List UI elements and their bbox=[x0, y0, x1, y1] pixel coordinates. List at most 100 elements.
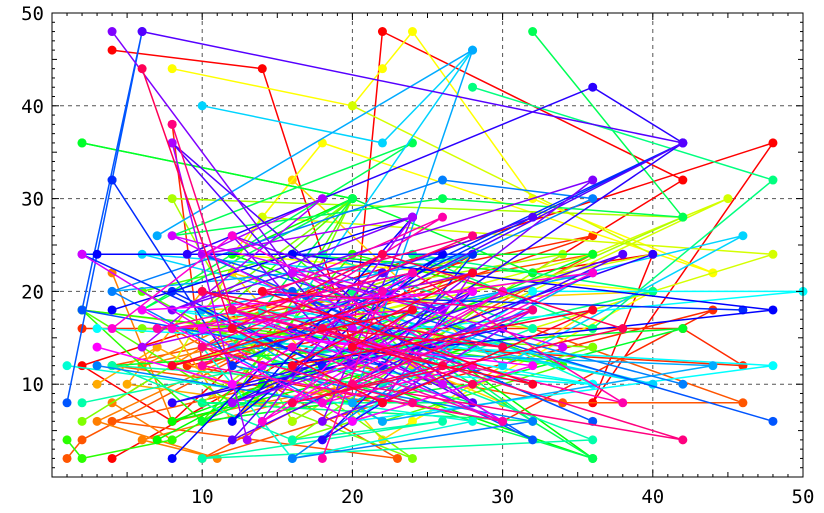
data-point bbox=[528, 212, 538, 222]
data-point bbox=[588, 305, 598, 315]
data-point bbox=[107, 286, 117, 296]
data-point bbox=[287, 361, 297, 371]
data-point bbox=[468, 231, 478, 241]
x-tick-label: 50 bbox=[792, 486, 815, 508]
data-point bbox=[182, 249, 192, 259]
data-point bbox=[377, 286, 387, 296]
data-point bbox=[107, 175, 117, 185]
data-point bbox=[407, 398, 417, 408]
x-tick-label: 20 bbox=[341, 486, 364, 508]
data-point bbox=[167, 138, 177, 148]
data-point bbox=[152, 324, 162, 334]
data-point bbox=[92, 379, 102, 389]
series-layer bbox=[62, 27, 808, 463]
data-point bbox=[377, 27, 387, 37]
data-point bbox=[287, 268, 297, 278]
data-point bbox=[107, 45, 117, 55]
data-point bbox=[588, 194, 598, 204]
data-point bbox=[137, 435, 147, 445]
data-point bbox=[287, 453, 297, 463]
data-point bbox=[438, 416, 448, 426]
data-point bbox=[227, 416, 237, 426]
data-point bbox=[287, 398, 297, 408]
data-point bbox=[528, 324, 538, 334]
data-point bbox=[588, 416, 598, 426]
data-point bbox=[317, 194, 327, 204]
y-tick-label: 10 bbox=[21, 374, 44, 396]
data-point bbox=[438, 379, 448, 389]
data-point bbox=[768, 138, 778, 148]
series-line bbox=[171, 272, 594, 404]
data-point bbox=[92, 324, 102, 334]
data-point bbox=[227, 231, 237, 241]
data-point bbox=[738, 231, 748, 241]
data-point bbox=[77, 398, 87, 408]
data-point bbox=[528, 361, 538, 371]
data-point bbox=[498, 416, 508, 426]
data-point bbox=[723, 194, 733, 204]
data-point bbox=[167, 435, 177, 445]
data-point bbox=[77, 305, 87, 315]
series-32 bbox=[152, 212, 628, 463]
data-point bbox=[197, 286, 207, 296]
data-point bbox=[407, 138, 417, 148]
data-point bbox=[197, 416, 207, 426]
data-point bbox=[77, 249, 87, 259]
data-point bbox=[62, 398, 72, 408]
data-point bbox=[588, 82, 598, 92]
data-point bbox=[242, 435, 252, 445]
data-point bbox=[227, 379, 237, 389]
data-point bbox=[438, 194, 448, 204]
data-point bbox=[528, 27, 538, 37]
data-point bbox=[227, 361, 237, 371]
data-point bbox=[227, 324, 237, 334]
data-point bbox=[347, 398, 357, 408]
data-point bbox=[528, 416, 538, 426]
data-point bbox=[347, 101, 357, 111]
data-point bbox=[167, 64, 177, 74]
data-point bbox=[768, 249, 778, 259]
data-point bbox=[618, 324, 628, 334]
data-point bbox=[167, 453, 177, 463]
data-point bbox=[92, 249, 102, 259]
data-point bbox=[257, 64, 267, 74]
data-point bbox=[438, 212, 448, 222]
data-point bbox=[347, 416, 357, 426]
data-point bbox=[77, 138, 87, 148]
data-point bbox=[678, 435, 688, 445]
data-point bbox=[558, 342, 568, 352]
data-point bbox=[107, 416, 117, 426]
data-point bbox=[468, 82, 478, 92]
data-point bbox=[468, 379, 478, 389]
data-point bbox=[377, 249, 387, 259]
data-point bbox=[62, 453, 72, 463]
series-line bbox=[81, 142, 594, 460]
data-point bbox=[167, 231, 177, 241]
data-point bbox=[167, 194, 177, 204]
data-point bbox=[167, 119, 177, 129]
data-point bbox=[708, 361, 718, 371]
data-point bbox=[528, 305, 538, 315]
data-point bbox=[392, 453, 402, 463]
data-point bbox=[197, 342, 207, 352]
data-point bbox=[407, 453, 417, 463]
data-point bbox=[678, 175, 688, 185]
tick-marks bbox=[51, 12, 804, 478]
data-point bbox=[62, 361, 72, 371]
data-point bbox=[588, 175, 598, 185]
y-tick-label: 30 bbox=[21, 189, 44, 211]
data-point bbox=[648, 249, 658, 259]
x-tick-label: 40 bbox=[641, 486, 664, 508]
data-point bbox=[287, 435, 297, 445]
data-point bbox=[317, 416, 327, 426]
data-point bbox=[137, 27, 147, 37]
data-point bbox=[197, 101, 207, 111]
data-point bbox=[618, 249, 628, 259]
y-tick-label: 40 bbox=[21, 96, 44, 118]
data-point bbox=[347, 194, 357, 204]
data-point bbox=[768, 361, 778, 371]
data-point bbox=[287, 416, 297, 426]
x-tick-label: 10 bbox=[191, 486, 214, 508]
data-point bbox=[678, 379, 688, 389]
data-point bbox=[678, 212, 688, 222]
